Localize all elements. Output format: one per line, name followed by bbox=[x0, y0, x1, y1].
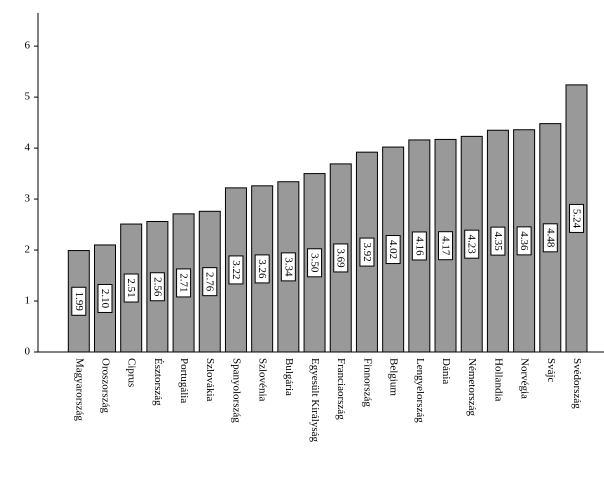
value-label-box bbox=[438, 231, 454, 261]
value-label-box bbox=[385, 235, 401, 265]
value-label: 2.51 bbox=[125, 278, 137, 297]
value-label-box bbox=[123, 273, 139, 303]
x-tick-label: Franciaország bbox=[335, 358, 347, 420]
value-label: 3.50 bbox=[309, 253, 321, 273]
value-label-group: 2.56 bbox=[149, 272, 165, 302]
value-label-box bbox=[490, 226, 506, 256]
value-label-box bbox=[71, 286, 87, 316]
x-tick-label: Szlovénia bbox=[257, 358, 269, 401]
value-label-box bbox=[97, 283, 113, 313]
value-label: 4.48 bbox=[544, 228, 556, 248]
value-label-group: 4.02 bbox=[385, 235, 401, 265]
value-label-box bbox=[228, 255, 244, 285]
value-label-group: 1.99 bbox=[71, 286, 87, 316]
value-label: 4.36 bbox=[518, 231, 530, 251]
value-label-box bbox=[333, 243, 349, 273]
value-label-group: 3.69 bbox=[333, 243, 349, 273]
value-label-group: 2.51 bbox=[123, 273, 139, 303]
x-tick-label: Oroszország bbox=[99, 358, 111, 413]
value-label-box bbox=[176, 268, 192, 298]
value-label: 3.34 bbox=[282, 257, 294, 277]
x-tick-label: Norvégia bbox=[519, 358, 531, 399]
y-tick-label: 2 bbox=[25, 244, 31, 256]
value-label: 4.23 bbox=[466, 235, 478, 255]
value-label-group: 4.48 bbox=[542, 223, 558, 253]
value-label-box bbox=[202, 267, 218, 297]
value-label: 1.99 bbox=[73, 292, 85, 312]
value-label: 4.16 bbox=[413, 236, 425, 256]
value-label-group: 2.76 bbox=[202, 267, 218, 297]
x-tick-label: Lengyelország bbox=[414, 358, 426, 423]
value-label-box bbox=[516, 226, 532, 256]
value-label-box bbox=[359, 237, 375, 267]
x-tick-label: Ciprus bbox=[126, 358, 138, 387]
y-tick-label: 6 bbox=[25, 40, 31, 52]
x-tick-label: Svédország bbox=[571, 358, 583, 409]
value-label-group: 2.71 bbox=[176, 268, 192, 298]
x-tick-label: Németország bbox=[466, 358, 478, 417]
value-label-group: 4.23 bbox=[464, 229, 480, 259]
value-label-group: 2.10 bbox=[97, 283, 113, 313]
x-tick-label: Finnország bbox=[361, 358, 373, 407]
value-label-box bbox=[464, 229, 480, 259]
x-tick-label: Magyarország bbox=[73, 358, 85, 421]
value-label: 4.02 bbox=[387, 240, 399, 259]
value-label-box bbox=[254, 254, 270, 284]
value-label: 2.56 bbox=[151, 277, 163, 297]
value-label-box bbox=[149, 272, 165, 302]
y-tick-label: 0 bbox=[25, 346, 31, 358]
value-label-group: 3.92 bbox=[359, 237, 375, 267]
value-label-box bbox=[307, 248, 323, 278]
value-label: 4.35 bbox=[492, 231, 504, 251]
value-label-group: 3.50 bbox=[307, 248, 323, 278]
y-tick-label: 3 bbox=[25, 193, 31, 205]
x-tick-label: Bulgária bbox=[283, 358, 295, 396]
x-tick-label: Portugália bbox=[178, 358, 190, 403]
value-label: 5.24 bbox=[570, 209, 582, 229]
x-tick-label: Svájc bbox=[545, 358, 557, 383]
x-tick-label: Szlovákia bbox=[204, 358, 216, 401]
value-label-group: 3.22 bbox=[228, 255, 244, 285]
x-tick-label: Spanyolország bbox=[230, 358, 242, 423]
x-tick-label: Hollandia bbox=[492, 358, 504, 401]
value-label: 3.92 bbox=[361, 242, 373, 261]
value-label: 3.22 bbox=[230, 260, 242, 279]
value-label: 2.10 bbox=[99, 289, 111, 309]
value-label-group: 4.17 bbox=[438, 231, 454, 261]
value-label: 2.71 bbox=[178, 273, 190, 292]
y-tick-label: 1 bbox=[25, 295, 31, 307]
value-label: 2.76 bbox=[204, 272, 216, 292]
value-label-group: 5.24 bbox=[569, 203, 585, 233]
value-label-box bbox=[280, 252, 296, 282]
value-label-group: 4.16 bbox=[411, 231, 427, 261]
y-tick-label: 4 bbox=[25, 142, 31, 154]
x-tick-label: Észtország bbox=[152, 358, 164, 406]
x-tick-label: Belgium bbox=[388, 358, 400, 396]
value-label-box bbox=[542, 223, 558, 253]
value-label-group: 4.35 bbox=[490, 226, 506, 256]
value-label-box bbox=[411, 231, 427, 261]
value-label: 3.69 bbox=[335, 248, 347, 268]
x-tick-label: Egyesült Királyság bbox=[309, 358, 321, 443]
value-label-group: 3.26 bbox=[254, 254, 270, 284]
value-label-group: 4.36 bbox=[516, 226, 532, 256]
x-tick-label: Dánia bbox=[440, 358, 452, 384]
value-label-group: 3.34 bbox=[280, 252, 296, 282]
y-tick-label: 5 bbox=[25, 91, 31, 103]
value-label: 3.26 bbox=[256, 259, 268, 279]
value-label-box bbox=[569, 203, 585, 233]
value-label: 4.17 bbox=[439, 236, 451, 256]
